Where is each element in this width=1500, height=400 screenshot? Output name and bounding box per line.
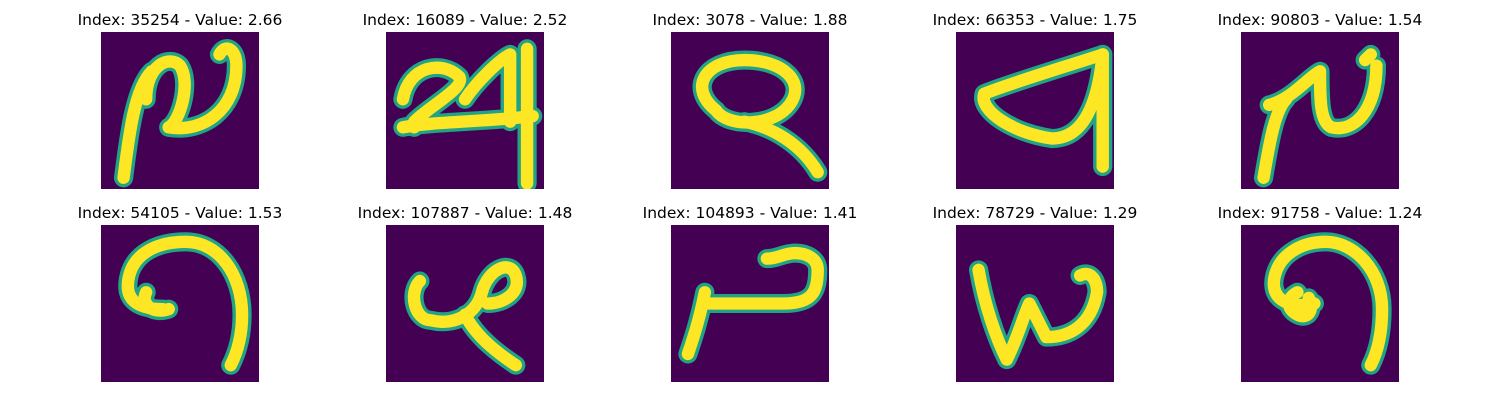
panel-value: 1.53 [247,204,283,222]
image-panel: Index: 78729 - Value: 1.29 [925,203,1145,393]
panel-value: 2.52 [532,11,568,29]
panel-index: 35254 [130,11,180,29]
glyph-svg [1241,225,1399,382]
panel-value: 1.48 [537,204,573,222]
glyph-image [101,32,259,189]
glyph-stroke [738,115,824,179]
title-separator: - Value: [464,11,533,29]
title-separator: - Value: [1319,204,1388,222]
panel-index: 91758 [1270,204,1320,222]
glyph-svg [101,225,259,382]
panel-title: Index: 104893 - Value: 1.41 [640,203,860,223]
glyph-stroke [972,263,1104,366]
title-prefix: Index: [1217,204,1271,222]
panel-index: 78729 [985,204,1035,222]
title-separator: - Value: [754,204,823,222]
glyph-svg [671,32,829,189]
panel-value: 2.66 [247,11,283,29]
title-prefix: Index: [932,204,986,222]
title-prefix: Index: [362,11,416,29]
panel-title: Index: 16089 - Value: 2.52 [355,10,575,30]
image-panel: Index: 3078 - Value: 1.88 [640,10,860,200]
panel-title: Index: 107887 - Value: 1.48 [355,203,575,223]
glyph-svg [386,32,544,189]
panel-title: Index: 91758 - Value: 1.24 [1210,203,1430,223]
panel-title: Index: 78729 - Value: 1.29 [925,203,1145,223]
glyph-image [671,32,829,189]
panel-index: 90803 [1270,11,1320,29]
glyph-image [671,225,829,382]
glyph-stroke [698,246,824,310]
title-separator: - Value: [179,11,248,29]
panel-index: 66353 [985,11,1035,29]
image-panel: Index: 35254 - Value: 2.66 [70,10,290,200]
panel-value: 1.24 [1387,204,1423,222]
glyph-stroke [977,48,1109,145]
panel-title: Index: 66353 - Value: 1.75 [925,10,1145,30]
glyph-stroke [407,261,524,328]
glyph-stroke [1263,59,1383,135]
title-separator: - Value: [744,11,813,29]
glyph-stroke [139,42,243,135]
glyph-image [956,225,1114,382]
panel-value: 1.75 [1102,11,1138,29]
glyph-image [101,225,259,382]
image-panel: Index: 104893 - Value: 1.41 [640,203,860,393]
glyph-svg [956,32,1114,189]
panel-value: 1.88 [812,11,848,29]
glyph-stroke [138,286,175,317]
panel-title: Index: 90803 - Value: 1.54 [1210,10,1430,30]
glyph-stroke [458,48,517,128]
title-prefix: Index: [77,204,131,222]
title-separator: - Value: [1319,11,1388,29]
panel-title: Index: 35254 - Value: 2.66 [70,10,290,30]
glyph-stroke [121,235,249,372]
title-prefix: Index: [1217,11,1271,29]
glyph-image [1241,225,1399,382]
panel-value: 1.41 [822,204,858,222]
panel-index: 16089 [415,11,465,29]
glyph-svg [101,32,259,189]
title-prefix: Index: [932,11,986,29]
panel-title: Index: 54105 - Value: 1.53 [70,203,290,223]
title-prefix: Index: [357,204,411,222]
panel-value: 1.54 [1387,11,1423,29]
panel-value: 1.29 [1102,204,1138,222]
glyph-stroke [1358,48,1377,67]
panel-index: 107887 [410,204,470,222]
title-prefix: Index: [77,11,131,29]
glyph-image [1241,32,1399,189]
glyph-svg [956,225,1114,382]
glyph-image [386,32,544,189]
image-panel: Index: 54105 - Value: 1.53 [70,203,290,393]
title-separator: - Value: [1034,204,1103,222]
panel-title: Index: 3078 - Value: 1.88 [640,10,860,30]
glyph-image [956,32,1114,189]
glyph-svg [386,225,544,382]
image-panel: Index: 91758 - Value: 1.24 [1210,203,1430,393]
glyph-stroke [458,308,522,372]
glyph-svg [1241,32,1399,189]
title-prefix: Index: [642,204,696,222]
image-panel: Index: 107887 - Value: 1.48 [355,203,575,393]
panel-index: 3078 [705,11,745,29]
panel-index: 104893 [695,204,755,222]
image-panel: Index: 66353 - Value: 1.75 [925,10,1145,200]
glyph-svg [671,225,829,382]
title-separator: - Value: [469,204,538,222]
panel-index: 54105 [130,204,180,222]
glyph-stroke [396,109,539,134]
title-separator: - Value: [179,204,248,222]
image-panel: Index: 16089 - Value: 2.52 [355,10,575,200]
glyph-stroke [1282,286,1318,323]
title-separator: - Value: [1034,11,1103,29]
glyph-stroke [1267,235,1389,372]
image-panel: Index: 90803 - Value: 1.54 [1210,10,1430,200]
glyph-stroke [396,61,467,134]
title-prefix: Index: [652,11,706,29]
glyph-image [386,225,544,382]
